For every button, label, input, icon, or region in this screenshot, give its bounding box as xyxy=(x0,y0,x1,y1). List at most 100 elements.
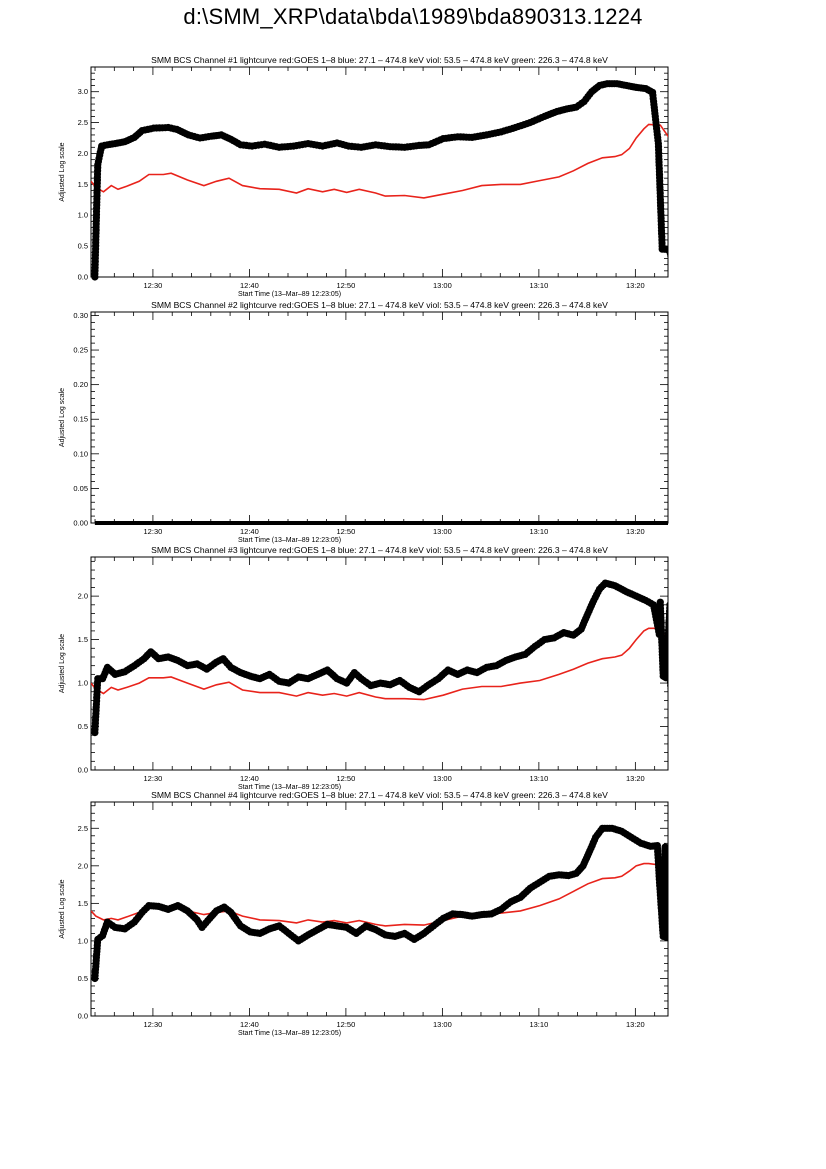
y-tick-label: 1.0 xyxy=(78,679,88,688)
bcs-marker xyxy=(669,888,676,895)
y-tick-label: 2.0 xyxy=(78,592,88,601)
bcs-marker xyxy=(669,863,676,870)
x-tick-label: 12:40 xyxy=(240,1020,259,1029)
bcs-marker xyxy=(672,641,679,648)
bcs-marker xyxy=(669,866,676,873)
bcs-marker xyxy=(670,701,677,708)
bcs-marker xyxy=(669,920,676,927)
y-axis-label: Adjusted Log scale xyxy=(59,142,66,201)
y-tick-label: 3.0 xyxy=(78,87,88,96)
y-tick-label: 0.5 xyxy=(78,974,88,983)
y-tick-label: 2.5 xyxy=(78,824,88,833)
bcs-marker xyxy=(671,660,678,667)
x-tick-label: 13:20 xyxy=(626,774,645,783)
bcs-marker xyxy=(668,698,675,705)
goes-series-line xyxy=(91,627,668,701)
bcs-marker xyxy=(669,898,676,905)
bcs-marker xyxy=(673,635,680,642)
bcs-marker xyxy=(667,683,668,688)
chart-panel-3: SMM BCS Channel #3 lightcurve red:GOES 1… xyxy=(59,545,681,791)
bcs-marker xyxy=(669,904,676,911)
bcs-marker xyxy=(669,869,676,876)
bcs-marker xyxy=(669,866,676,873)
bcs-marker xyxy=(669,951,676,958)
bcs-marker xyxy=(669,853,676,860)
y-tick-label: 1.5 xyxy=(78,180,88,189)
x-tick-label: 13:20 xyxy=(626,281,645,290)
bcs-marker xyxy=(667,904,668,909)
bcs-marker xyxy=(667,256,668,261)
y-tick-label: 0.0 xyxy=(78,273,88,282)
bcs-marker xyxy=(674,604,681,611)
bcs-marker xyxy=(669,873,676,880)
bcs-marker xyxy=(671,663,678,670)
bcs-marker xyxy=(669,885,676,892)
bcs-marker xyxy=(670,695,677,702)
y-tick-label: 0.00 xyxy=(73,519,88,528)
bcs-marker xyxy=(668,258,675,265)
chart-panel-2: SMM BCS Channel #2 lightcurve red:GOES 1… xyxy=(59,300,669,544)
bcs-marker xyxy=(667,898,668,903)
bcs-marker xyxy=(669,961,676,968)
bcs-marker xyxy=(669,860,676,867)
bcs-marker xyxy=(673,623,680,630)
x-axis-label: Start Time (13–Mar–89 12:23:05) xyxy=(238,1030,341,1037)
x-tick-label: 12:50 xyxy=(337,281,356,290)
bcs-marker xyxy=(670,692,677,699)
x-tick-label: 13:00 xyxy=(433,527,452,536)
x-tick-label: 12:50 xyxy=(337,527,356,536)
bcs-marker xyxy=(668,261,675,268)
bcs-marker xyxy=(669,907,676,914)
x-tick-label: 13:00 xyxy=(433,1020,452,1029)
y-tick-label: 0.0 xyxy=(78,766,88,775)
x-axis-label: Start Time (13–Mar–89 12:23:05) xyxy=(238,537,341,544)
bcs-marker xyxy=(669,869,676,876)
bcs-marker xyxy=(672,654,679,661)
bcs-marker xyxy=(672,638,679,645)
bcs-marker xyxy=(674,607,681,614)
bcs-marker xyxy=(671,676,678,683)
bcs-marker xyxy=(673,629,680,636)
y-tick-label: 1.5 xyxy=(78,899,88,908)
bcs-marker xyxy=(669,917,676,924)
bcs-marker xyxy=(667,253,668,259)
bcs-marker xyxy=(669,847,676,854)
y-tick-label: 1.5 xyxy=(78,635,88,644)
bcs-marker xyxy=(669,850,676,857)
bcs-marker xyxy=(669,910,676,917)
bcs-marker xyxy=(668,875,675,882)
bcs-marker xyxy=(669,901,676,908)
bcs-marker xyxy=(669,948,676,955)
bcs-marker xyxy=(668,885,675,892)
x-tick-label: 13:20 xyxy=(626,1020,645,1029)
x-tick-label: 12:50 xyxy=(337,774,356,783)
bcs-marker xyxy=(669,914,676,921)
y-tick-label: 0.15 xyxy=(73,415,88,424)
bcs-marker xyxy=(669,707,676,714)
y-axis-label: Adjusted Log scale xyxy=(59,634,66,693)
bcs-marker xyxy=(669,967,676,974)
x-tick-label: 12:30 xyxy=(144,1020,163,1029)
x-tick-label: 12:40 xyxy=(240,527,259,536)
bcs-marker xyxy=(669,879,676,886)
y-tick-label: 0.0 xyxy=(78,1012,88,1021)
x-tick-label: 12:50 xyxy=(337,1020,356,1029)
chart-title: SMM BCS Channel #4 lightcurve red:GOES 1… xyxy=(151,790,608,800)
chart-panel-4: SMM BCS Channel #4 lightcurve red:GOES 1… xyxy=(59,790,676,1037)
bcs-marker xyxy=(669,876,676,883)
bcs-marker xyxy=(672,657,679,664)
x-tick-label: 13:10 xyxy=(529,281,548,290)
bcs-marker xyxy=(670,685,677,692)
bcs-marker xyxy=(668,878,675,885)
plot-frame xyxy=(90,66,669,278)
bcs-marker xyxy=(672,651,679,658)
bcs-marker xyxy=(667,901,668,906)
page-title: d:\SMM_XRP\data\bda\1989\bda890313.1224 xyxy=(183,4,643,29)
bcs-marker xyxy=(669,704,676,711)
bcs-marker xyxy=(668,695,675,702)
bcs-marker xyxy=(669,857,676,864)
chart-title: SMM BCS Channel #1 lightcurve red:GOES 1… xyxy=(151,55,608,65)
bcs-marker xyxy=(670,698,677,705)
x-axis-label: Start Time (13–Mar–89 12:23:05) xyxy=(238,291,341,298)
